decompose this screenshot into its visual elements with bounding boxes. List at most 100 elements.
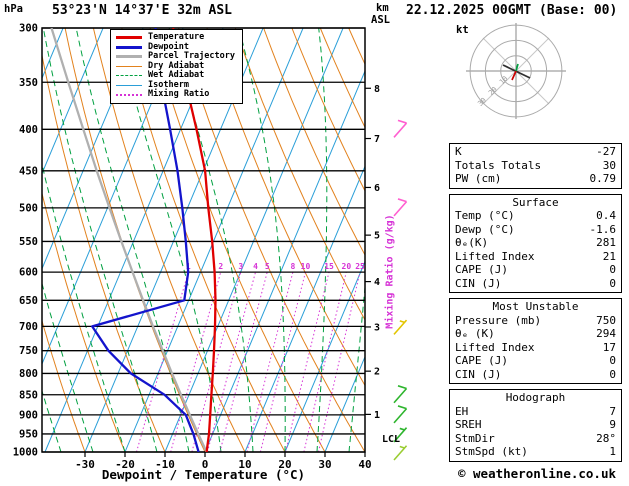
panel-row-value: 30 (602, 158, 616, 172)
pressure-label: 650 (19, 295, 38, 307)
panel-row: θₑ (K) 294 (455, 327, 616, 341)
pressure-label: 1000 (13, 447, 38, 459)
wind-barb (393, 119, 408, 138)
panel-row-value: 281 (596, 236, 616, 249)
wind-barb (393, 385, 408, 404)
panel-row: CIN (J) 0 (455, 368, 616, 382)
hodograph-ring (469, 24, 563, 118)
legend-swatch-parcel (116, 55, 142, 59)
legend-item: Dry Adiabat (116, 60, 235, 72)
pressure-label: 950 (19, 428, 38, 440)
km-label: 8 (374, 84, 380, 95)
x-tick-label: -10 (155, 458, 175, 471)
wind-barb (393, 198, 408, 217)
panel-row-label: Temp (°C) (455, 209, 515, 222)
panel-row-label: θₑ(K) (455, 236, 489, 249)
wind-barbs (393, 119, 408, 461)
legend-label: Parcel Trajectory (148, 51, 235, 61)
pressure-label: 800 (19, 368, 38, 380)
panel-row: Dewp (°C) -1.6 (455, 223, 616, 237)
copyright: © weatheronline.co.uk (457, 466, 617, 481)
pressure-label: 450 (19, 165, 38, 177)
panel-row-value: 9 (609, 418, 616, 431)
km-label: 4 (374, 277, 380, 288)
panel-hodograph: Hodograph EH 7 SREH 9 StmDir 28° StmSpd (kt) 1 (449, 389, 622, 462)
panel-row: CAPE (J) 0 (455, 354, 616, 368)
pressure-label: 550 (19, 236, 38, 248)
km-label: 2 (374, 367, 380, 378)
panel-row-label: CIN (J) (455, 367, 502, 381)
plot-border (41, 27, 366, 453)
panel-row: K -27 (455, 145, 616, 159)
legend-swatch-dry_adiabat (116, 65, 142, 67)
pressure-label: 850 (19, 389, 38, 401)
mixing-ratio-value: 25 (355, 262, 365, 271)
pressure-label: 500 (19, 202, 38, 214)
pressure-label: 300 (19, 23, 38, 35)
panel-row: Pressure (mb) 750 (455, 314, 616, 328)
wind-barb (393, 427, 408, 443)
legend-label: Wet Adiabat (148, 70, 205, 80)
panel-row-value: 0 (609, 276, 616, 290)
panel-row-label: Pressure (mb) (455, 313, 542, 327)
km-axis-ticks: 1 2 3 4 5 6 7 8 (365, 84, 380, 421)
panel-row-label: Lifted Index (455, 249, 535, 263)
panel-row-label: PW (cm) (455, 172, 502, 185)
x-tick-label: -20 (115, 458, 135, 471)
mixing-ratio-value: 4 (253, 262, 258, 271)
legend-item: Temperature (116, 32, 235, 43)
panel-row-value: 17 (602, 340, 616, 354)
km-label: 3 (374, 322, 380, 333)
panel-row-value: 21 (602, 249, 616, 263)
mixing-ratio-value: 20 (342, 262, 352, 271)
panel-row-label: EH (455, 404, 469, 418)
panel-row-label: Dewp (°C) (455, 222, 515, 236)
station-title: 53°23'N 14°37'E 32m ASL (52, 3, 233, 18)
wind-barb (393, 445, 408, 461)
altitude-axis-unit-asl: ASL (371, 14, 390, 26)
panel-row-label: StmDir (455, 431, 495, 445)
hodograph-unit-label: kt (456, 24, 469, 36)
panel-surface: Surface Temp (°C) 0.4 Dewp (°C) -1.6 θₑ(K) 281… (449, 193, 622, 293)
x-tick-label: 20 (278, 458, 291, 471)
hodograph-ring (500, 55, 532, 87)
wind-barb (393, 319, 408, 335)
panel-row: θₑ(K) 281 (455, 236, 616, 250)
legend-label: Dry Adiabat (148, 60, 205, 71)
panel-row: Totals Totals 30 (455, 159, 616, 173)
km-label: 5 (374, 231, 380, 242)
km-label: 7 (374, 134, 380, 145)
panel-row: StmSpd (kt) 1 (455, 445, 616, 459)
panel-row-value: 7 (609, 404, 616, 418)
panel-row-label: StmSpd (kt) (455, 445, 528, 458)
panel-row: CIN (J) 0 (455, 277, 616, 291)
panel-row-label: Lifted Index (455, 340, 535, 354)
legend-swatch-wet_adiabat (116, 75, 142, 77)
panel-title: Most Unstable (492, 300, 579, 313)
panel-row: CAPE (J) 0 (455, 263, 616, 277)
panel-title: Hodograph (505, 391, 566, 404)
panel-row: Lifted Index 17 (455, 341, 616, 355)
panel-row-label: K (455, 145, 462, 158)
panel-row-value: 750 (596, 313, 616, 327)
mixing-ratio-value: 5 (265, 262, 270, 271)
pressure-label: 750 (19, 345, 38, 357)
panel-row: PW (cm) 0.79 (455, 172, 616, 186)
x-tick-label: 30 (318, 458, 331, 471)
panel-row: EH 7 (455, 405, 616, 419)
legend-item: Parcel Trajectory (116, 51, 235, 62)
panel-row-value: 294 (596, 327, 616, 340)
panel-row-label: Totals Totals (455, 158, 542, 172)
pressure-label: 350 (19, 77, 38, 89)
x-axis-ticks: -30 -20 -10 0 10 20 30 40 (75, 452, 372, 471)
pressure-label: 400 (19, 124, 38, 136)
x-tick-label: 40 (358, 458, 371, 471)
legend-label: Isotherm (148, 79, 189, 90)
panel-row-value: 0 (609, 263, 616, 276)
legend-item: Mixing Ratio (116, 89, 235, 100)
legend-label: Mixing Ratio (148, 89, 210, 99)
legend-item: Dewpoint (116, 42, 235, 53)
lcl-label: LCL (382, 433, 401, 445)
panel-row-label: SREH (455, 418, 482, 431)
